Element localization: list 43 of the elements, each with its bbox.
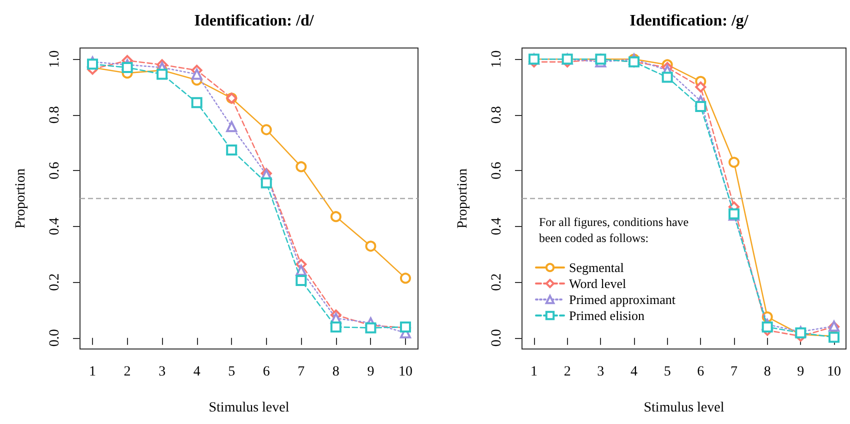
x-tick-label: 4 [630,364,638,380]
y-tick-label: 0.4 [490,218,504,236]
y-axis-title: Proportion [456,168,470,228]
y-tick-label: 0.8 [490,106,504,124]
x-tick-label: 2 [124,364,131,380]
chart-title: Identification: /d/ [194,12,314,30]
x-tick-label: 7 [298,364,305,380]
x-tick-label: 10 [398,364,412,380]
x-tick-label: 6 [697,364,704,380]
x-tick-label: 9 [797,364,804,380]
x-tick-label: 8 [764,364,771,380]
y-tick-label: 0.6 [48,162,62,180]
x-tick-label: 1 [530,364,538,380]
chart-title: Identification: /g/ [630,12,749,30]
legend-label: Word level [569,276,626,291]
x-tick-label: 8 [332,364,340,380]
x-tick-label: 4 [193,364,200,380]
y-tick-label: 0.2 [490,273,504,291]
y-tick-label: 0.8 [48,106,62,124]
x-tick-label: 5 [228,364,236,380]
x-tick-label: 9 [367,364,374,380]
x-tick-label: 1 [89,364,96,380]
x-tick-label: 5 [664,364,671,380]
legend-title: For all figures, conditions have been coded as follows: [539,215,689,245]
legend-label: Primed elision [569,308,645,323]
y-tick-label: 0.0 [48,329,62,347]
legend-label: Primed approximant [569,292,676,307]
x-tick-label: 3 [597,364,604,380]
y-tick-label: 0.6 [490,162,504,180]
x-tick-label: 3 [158,364,166,380]
x-tick-label: 10 [827,364,841,380]
x-axis-title: Stimulus level [644,400,724,416]
y-tick-label: 0.0 [490,329,504,347]
legend-label: Segmental [569,260,624,275]
y-tick-label: 0.2 [48,273,62,291]
x-tick-label: 6 [262,364,270,380]
x-axis-title: Stimulus level [208,400,290,416]
x-tick-label: 7 [730,364,738,380]
x-tick-label: 2 [564,364,571,380]
y-tick-label: 1.0 [490,50,504,68]
y-tick-label: 0.4 [48,218,62,236]
y-tick-label: 1.0 [48,50,62,68]
y-axis-title: Proportion [14,168,28,228]
